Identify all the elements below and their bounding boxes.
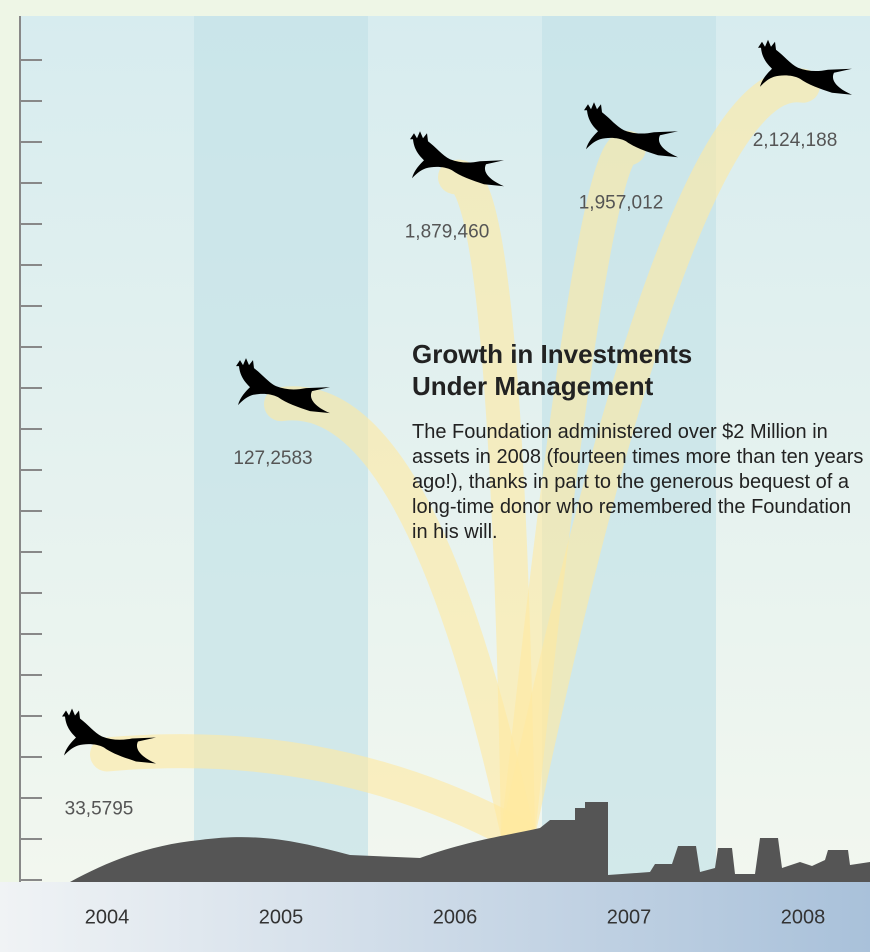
chart-title: Growth in Investments Under Management [412,338,772,402]
value-label: 1,957,012 [579,192,664,213]
x-tick-label: 2006 [433,906,478,928]
value-label: 33,5795 [65,798,134,819]
x-tick-label: 2004 [85,906,130,928]
text-block: Growth in Investments Under Management T… [412,338,867,545]
x-tick-label: 2007 [607,906,652,928]
infographic: 2004 33,5795 2005 127,2583 2006 1,879,460 2007… [0,0,870,952]
x-tick-label: 2008 [781,906,826,928]
x-tick-label: 2005 [259,906,304,928]
value-label: 127,2583 [233,448,312,469]
annotation: The Foundation administered over $2 Mill… [412,420,867,545]
value-label: 2,124,188 [753,130,838,151]
value-label: 1,879,460 [405,221,490,242]
